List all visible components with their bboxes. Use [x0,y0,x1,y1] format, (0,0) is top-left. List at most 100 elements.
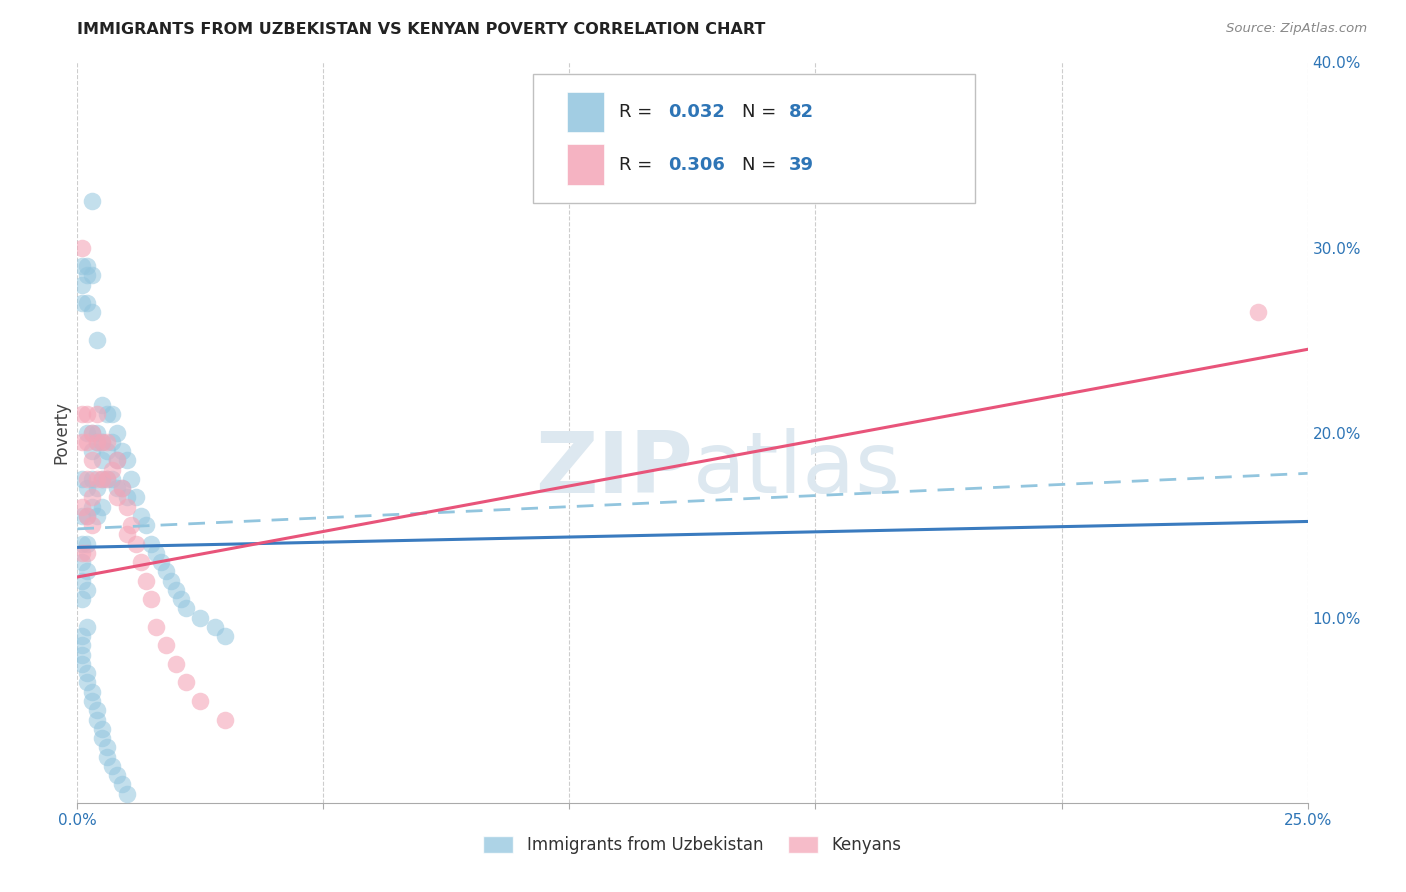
Point [82,194,104,209]
Point [82,268,104,283]
Text: 0.032: 0.032 [668,103,724,121]
Text: IMMIGRANTS FROM UZBEKISTAN VS KENYAN POVERTY CORRELATION CHART: IMMIGRANTS FROM UZBEKISTAN VS KENYAN POV… [77,22,766,37]
Point [70,500,93,514]
Point [76,536,98,550]
Point [150,555,173,569]
Point [115,787,138,801]
Point [165,582,187,597]
Point [101,758,124,772]
Point [70,574,93,588]
Text: N =: N = [742,156,782,174]
Text: Source: ZipAtlas.com: Source: ZipAtlas.com [1226,22,1367,36]
Point [86,425,108,440]
Text: 0.306: 0.306 [668,156,724,174]
FancyBboxPatch shape [533,73,976,203]
Point [90,434,114,449]
Point [86,434,108,449]
Point [70,629,93,643]
Point [82,425,104,440]
Point [90,453,114,467]
Point [76,508,98,523]
Point [90,398,114,412]
Point [76,582,98,597]
Point [121,518,143,533]
Point [105,481,128,495]
Point [82,305,104,319]
Point [70,592,93,607]
Point [105,491,128,505]
Point [105,425,128,440]
Point [70,657,93,671]
Point [115,491,138,505]
Point [76,675,98,690]
Point [145,620,167,634]
Point [90,500,114,514]
Point [86,434,108,449]
Point [105,453,128,467]
Point [86,508,108,523]
Point [70,259,93,273]
Point [141,592,163,607]
Point [165,657,187,671]
Point [141,536,163,550]
Point [82,694,104,708]
Point [70,508,93,523]
Point [204,620,226,634]
Point [90,472,114,486]
Point [76,425,98,440]
Text: 82: 82 [789,103,814,121]
Point [174,675,197,690]
Point [135,574,157,588]
Point [214,713,236,727]
Point [76,407,98,421]
Point [76,268,98,283]
Point [115,500,138,514]
Bar [567,145,605,185]
Point [86,703,108,717]
Point [121,472,143,486]
Point [188,610,212,624]
Point [111,481,132,495]
Text: N =: N = [742,103,782,121]
Point [129,555,153,569]
Point [96,740,118,755]
Point [96,472,118,486]
Point [90,731,114,745]
Point [96,472,118,486]
Point [82,425,104,440]
Point [86,481,108,495]
Point [70,407,93,421]
Legend: Immigrants from Uzbekistan, Kenyans: Immigrants from Uzbekistan, Kenyans [477,830,908,861]
Point [70,296,93,310]
Point [76,620,98,634]
Text: atlas: atlas [693,428,900,511]
Point [170,592,193,607]
Point [155,565,177,579]
Point [1247,305,1270,319]
Text: R =: R = [619,103,658,121]
Point [86,333,108,347]
Point [90,434,114,449]
Text: ZIP: ZIP [534,428,693,511]
Point [86,407,108,421]
Point [135,518,157,533]
Point [174,601,197,615]
Point [96,407,118,421]
Point [82,491,104,505]
Point [76,434,98,449]
Text: 39: 39 [789,156,814,174]
Y-axis label: Poverty: Poverty [52,401,70,464]
Point [76,296,98,310]
Point [76,565,98,579]
Point [188,694,212,708]
Point [70,639,93,653]
Point [105,453,128,467]
Point [76,481,98,495]
Point [82,518,104,533]
Point [76,472,98,486]
Point [214,629,236,643]
Point [76,546,98,560]
Point [101,407,124,421]
Point [82,500,104,514]
Point [101,472,124,486]
